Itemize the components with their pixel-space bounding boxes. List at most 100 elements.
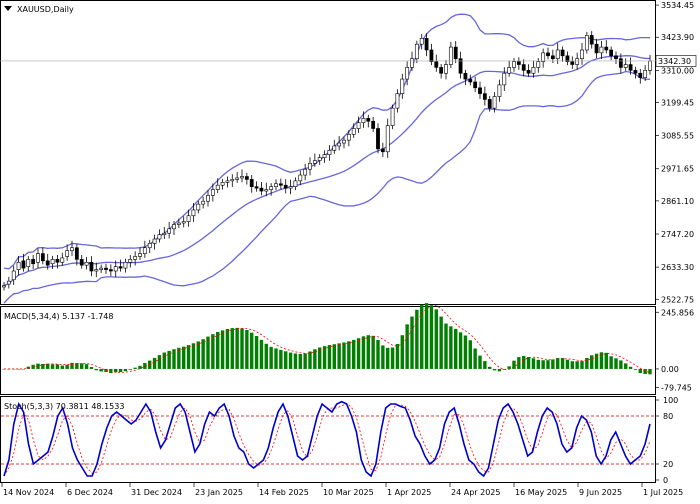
candle-body bbox=[274, 183, 278, 187]
last-price-tag: 3342.30 bbox=[655, 55, 697, 67]
macd-bar bbox=[240, 328, 244, 369]
macd-bar bbox=[225, 328, 230, 369]
price-tick-label: 2971.65 bbox=[661, 165, 694, 174]
candle-body bbox=[186, 215, 191, 222]
candle-body bbox=[395, 93, 400, 109]
price-tick-label: 2633.30 bbox=[661, 263, 694, 272]
candle-body bbox=[546, 52, 550, 57]
candle-body bbox=[118, 266, 123, 269]
macd-bar bbox=[546, 360, 550, 369]
macd-bar bbox=[624, 363, 628, 369]
time-tick-label: 6 Dec 2024 bbox=[67, 488, 113, 497]
macd-bar bbox=[123, 368, 128, 372]
macd-bar bbox=[449, 326, 453, 369]
macd-bar bbox=[89, 367, 94, 369]
macd-bar bbox=[148, 360, 152, 369]
macd-tick-label: 0.00 bbox=[661, 365, 679, 374]
macd-bar bbox=[614, 358, 618, 369]
macd-bar bbox=[318, 347, 322, 369]
candle-body bbox=[283, 184, 288, 189]
stoch-tick-label: 100 bbox=[663, 396, 678, 405]
macd-bar bbox=[463, 335, 468, 369]
candle-body bbox=[473, 81, 478, 89]
candle-body bbox=[531, 67, 536, 74]
macd-bar bbox=[109, 368, 113, 374]
macd-tick-label: 245.856 bbox=[661, 308, 694, 317]
time-tick-label: 24 Apr 2025 bbox=[451, 488, 500, 497]
last-price-box bbox=[655, 55, 697, 67]
candle-body bbox=[618, 58, 623, 68]
candle-body bbox=[84, 261, 89, 266]
time-tick-label: 9 Jun 2025 bbox=[579, 488, 622, 497]
macd-bar bbox=[633, 368, 638, 370]
candle-body bbox=[104, 267, 108, 270]
macd-bar bbox=[332, 344, 336, 369]
time-tick-label: 10 Mar 2025 bbox=[323, 488, 374, 497]
macd-bar bbox=[599, 352, 604, 369]
candle-body bbox=[604, 46, 609, 51]
macd-bar bbox=[26, 366, 30, 369]
macd-bar bbox=[143, 363, 147, 369]
stoch-tick-label: 0 bbox=[663, 476, 668, 485]
macd-bar bbox=[390, 347, 395, 369]
macd-bar bbox=[507, 366, 511, 369]
candle-body bbox=[555, 49, 560, 60]
macd-bar bbox=[560, 357, 565, 369]
macd-bar bbox=[186, 345, 191, 369]
macd-bar bbox=[259, 339, 264, 369]
macd-histogram bbox=[2, 303, 652, 375]
macd-bar bbox=[206, 336, 210, 369]
candle-body bbox=[36, 253, 40, 263]
macd-bar bbox=[46, 363, 50, 369]
macd-bar bbox=[337, 343, 341, 369]
candle-body bbox=[70, 247, 74, 251]
candle-body bbox=[623, 64, 628, 68]
macd-bar bbox=[21, 368, 26, 370]
candle-body bbox=[45, 260, 50, 266]
candle-body bbox=[414, 43, 419, 60]
symbol-dropdown-icon[interactable] bbox=[4, 6, 12, 11]
candle-body bbox=[191, 209, 196, 217]
time-tick-label: 1 Apr 2025 bbox=[387, 488, 431, 497]
candle-body bbox=[507, 67, 512, 74]
macd-bar bbox=[288, 352, 293, 369]
candle-body bbox=[385, 125, 390, 153]
candle-body bbox=[497, 84, 502, 97]
candle-body bbox=[206, 195, 210, 202]
macd-bar bbox=[512, 360, 516, 369]
macd-bar bbox=[536, 359, 540, 369]
macd-bar bbox=[177, 347, 181, 369]
macd-bar bbox=[522, 355, 526, 369]
macd-bar bbox=[478, 355, 482, 369]
macd-bar bbox=[196, 341, 200, 369]
macd-bar bbox=[590, 355, 594, 369]
candle-body bbox=[240, 176, 244, 179]
price-tick-label: 3310.00 bbox=[661, 66, 694, 75]
macd-bar bbox=[531, 358, 536, 369]
macd-bar bbox=[216, 331, 220, 369]
candle-body bbox=[50, 259, 55, 265]
macd-bar bbox=[16, 368, 21, 370]
macd-bar bbox=[526, 357, 531, 369]
macd-bar bbox=[356, 338, 361, 369]
stoch-tick-label: 80 bbox=[663, 412, 673, 421]
macd-bar bbox=[55, 364, 60, 369]
macd-bar bbox=[575, 361, 579, 369]
macd-bar bbox=[638, 368, 642, 374]
time-tick-label: 23 Jan 2025 bbox=[195, 488, 243, 497]
candle-body bbox=[220, 182, 225, 186]
candle-body bbox=[390, 107, 395, 126]
macd-bar bbox=[594, 353, 599, 369]
candle-body bbox=[337, 142, 342, 147]
macd-bar bbox=[284, 351, 288, 369]
macd-bar bbox=[420, 304, 424, 369]
candle-body bbox=[65, 250, 70, 257]
bollinger-bands bbox=[3, 13, 651, 304]
price-tick-label: 3085.55 bbox=[661, 132, 694, 141]
candles bbox=[2, 31, 652, 291]
time-tick-label: 14 Feb 2025 bbox=[259, 488, 309, 497]
macd-bar bbox=[118, 368, 123, 373]
candle-body bbox=[293, 180, 298, 187]
macd-bar bbox=[570, 361, 574, 369]
